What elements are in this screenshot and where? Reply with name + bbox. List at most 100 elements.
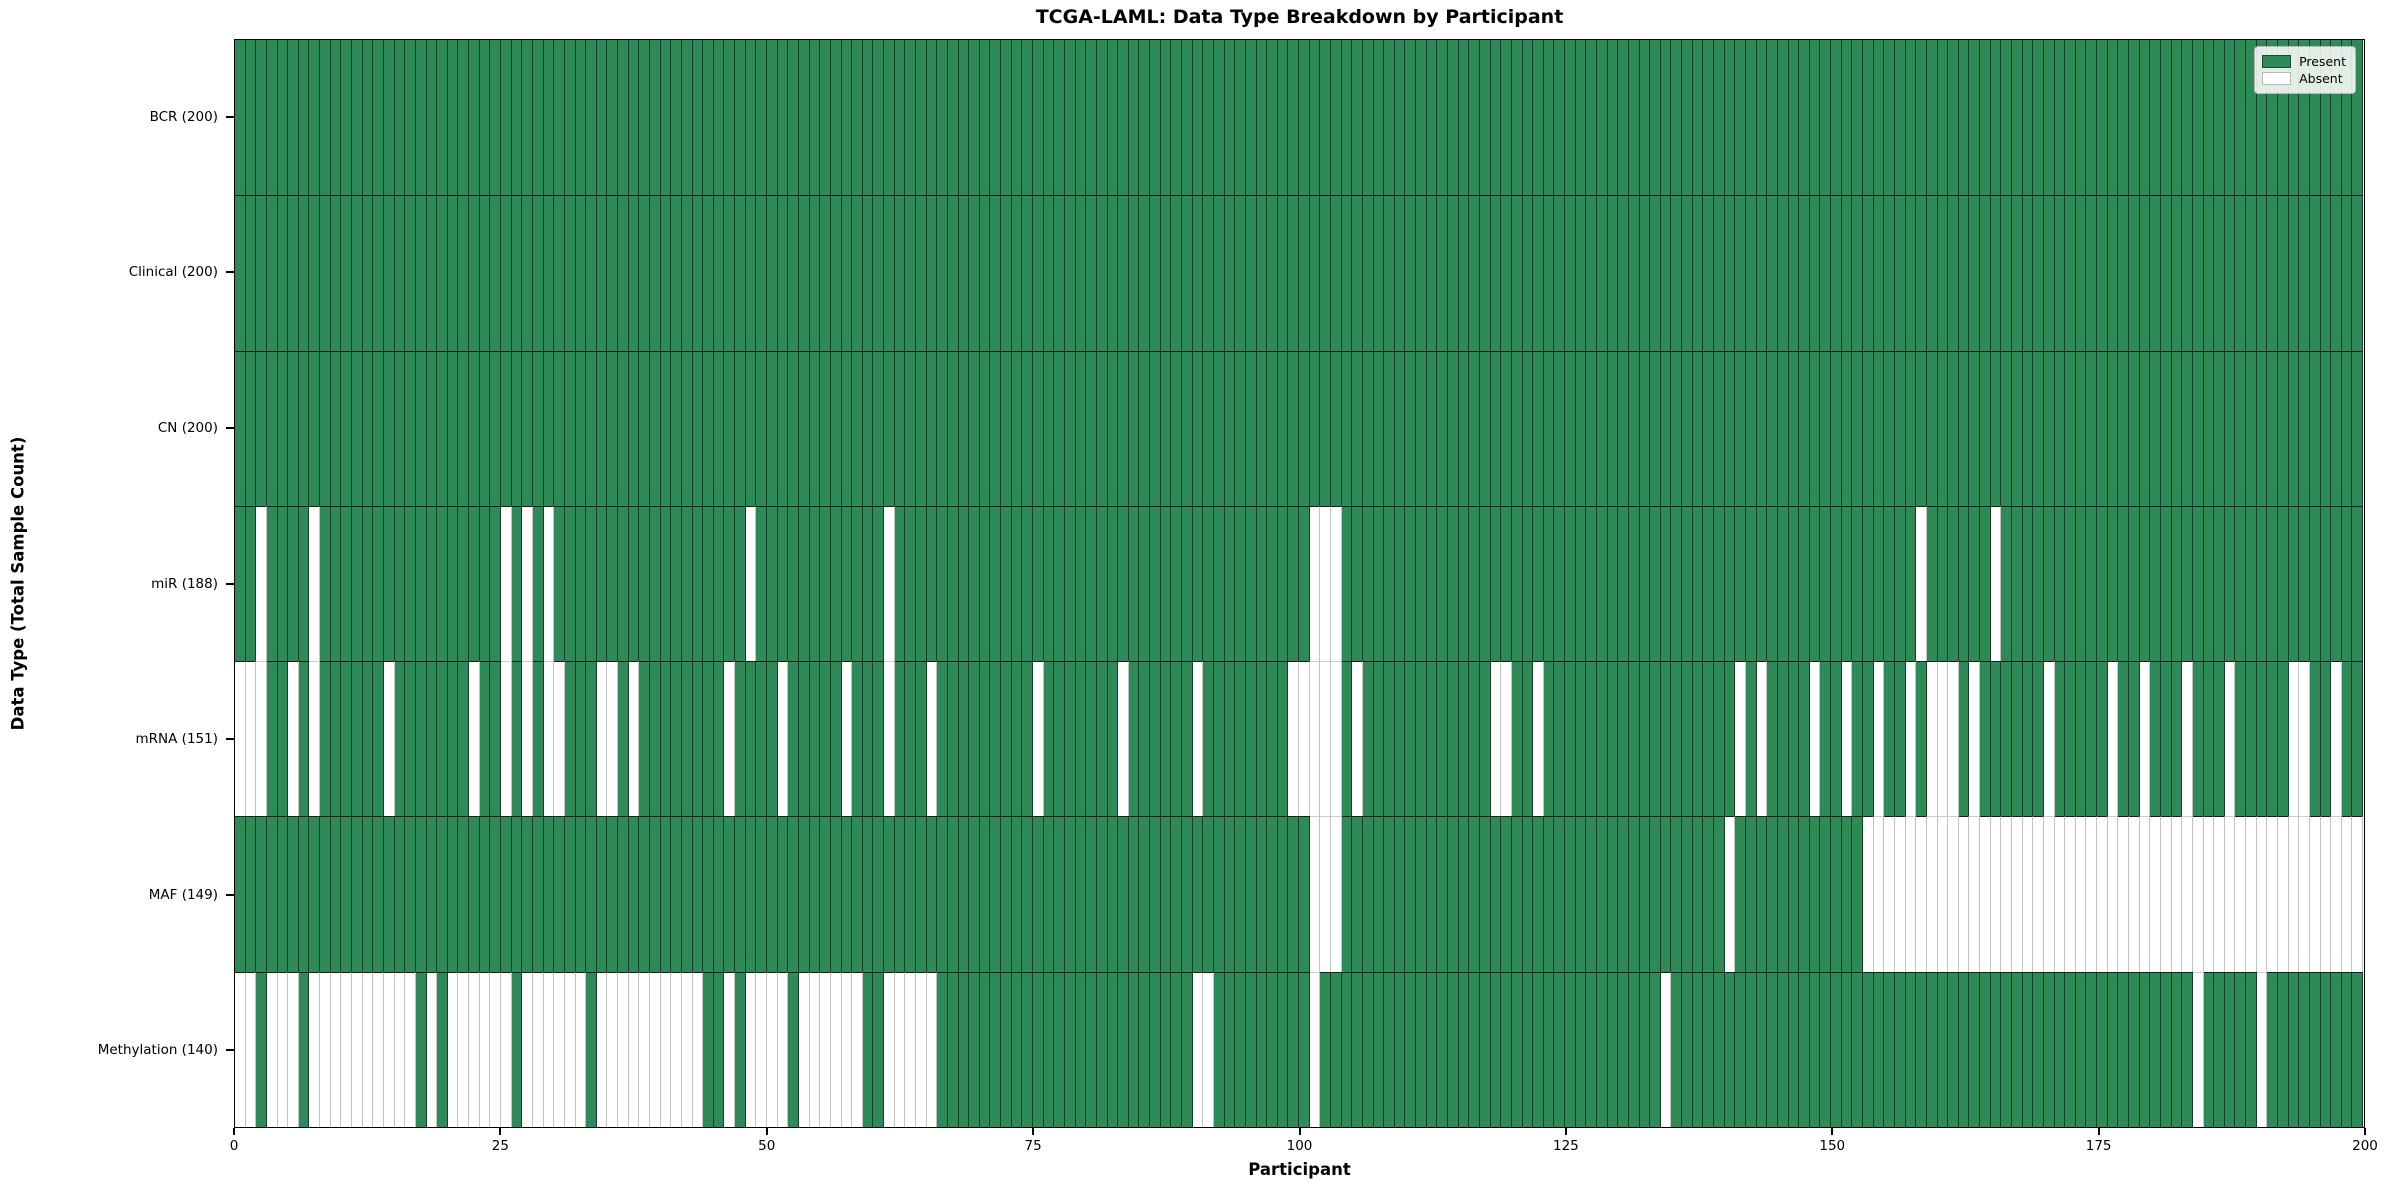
cell-maf-186 xyxy=(2214,816,2225,972)
cell-cn-119 xyxy=(1501,350,1512,506)
cell-mir-194 xyxy=(2299,505,2310,662)
cell-maf-165 xyxy=(1990,816,2002,972)
cell-methylation-79 xyxy=(1075,971,1087,1127)
cell-mir-60 xyxy=(873,505,885,662)
cell-mir-79 xyxy=(1075,505,1087,662)
cell-clinical-51 xyxy=(777,195,789,351)
cell-bcr-192 xyxy=(2278,40,2289,196)
cell-cn-63 xyxy=(905,350,916,506)
cell-mir-160 xyxy=(1937,505,1949,662)
cell-mrna-85 xyxy=(1139,661,1151,817)
cell-bcr-2 xyxy=(256,40,267,196)
cell-clinical-58 xyxy=(852,195,863,351)
cell-mrna-195 xyxy=(2309,661,2321,817)
cell-mir-185 xyxy=(2203,505,2215,662)
cell-cn-52 xyxy=(788,350,799,506)
cell-mir-36 xyxy=(618,505,629,662)
cell-clinical-182 xyxy=(2171,195,2183,351)
cell-maf-187 xyxy=(2224,816,2236,972)
cell-maf-67 xyxy=(947,816,959,972)
cell-methylation-42 xyxy=(681,971,693,1127)
cell-mrna-82 xyxy=(1107,661,1119,817)
cell-bcr-35 xyxy=(607,40,619,196)
cell-mrna-19 xyxy=(437,661,448,817)
cell-clinical-149 xyxy=(1820,195,1832,351)
cell-cn-118 xyxy=(1490,350,1502,506)
y-tick-mark xyxy=(226,271,234,273)
cell-cn-97 xyxy=(1267,350,1278,506)
cell-clinical-144 xyxy=(1767,195,1778,351)
cell-maf-116 xyxy=(1469,816,1480,972)
cell-mrna-117 xyxy=(1479,661,1491,817)
cell-methylation-88 xyxy=(1171,971,1183,1127)
cell-clinical-110 xyxy=(1405,195,1417,351)
cell-clinical-162 xyxy=(1958,195,1970,351)
cell-mir-9 xyxy=(330,505,342,662)
cell-cn-136 xyxy=(1682,350,1693,506)
cell-mrna-140 xyxy=(1724,661,1736,817)
legend-label-present: Present xyxy=(2299,54,2346,69)
cell-cn-175 xyxy=(2097,350,2108,506)
x-tick-mark xyxy=(1032,1128,1035,1135)
cell-methylation-73 xyxy=(1011,971,1023,1127)
cell-cn-50 xyxy=(767,350,778,506)
cell-bcr-183 xyxy=(2182,40,2193,196)
cell-mrna-34 xyxy=(596,661,608,817)
cell-clinical-50 xyxy=(767,195,778,351)
cell-mrna-183 xyxy=(2182,661,2193,817)
cell-maf-75 xyxy=(1033,816,1044,972)
cell-methylation-136 xyxy=(1682,971,1693,1127)
cell-clinical-187 xyxy=(2224,195,2236,351)
cell-mrna-144 xyxy=(1767,661,1778,817)
cell-maf-86 xyxy=(1150,816,1161,972)
cell-maf-31 xyxy=(564,816,576,972)
cell-clinical-117 xyxy=(1479,195,1491,351)
cell-mir-43 xyxy=(692,505,704,662)
cell-mir-198 xyxy=(2341,505,2353,662)
cell-mir-40 xyxy=(660,505,672,662)
cell-maf-134 xyxy=(1660,816,1672,972)
cell-bcr-167 xyxy=(2011,40,2023,196)
cell-mrna-47 xyxy=(735,661,746,817)
cell-bcr-18 xyxy=(426,40,438,196)
cell-methylation-90 xyxy=(1192,971,1204,1127)
cell-bcr-137 xyxy=(1692,40,1704,196)
cell-cn-99 xyxy=(1288,350,1300,506)
cell-mrna-5 xyxy=(288,661,299,817)
cell-cn-151 xyxy=(1841,350,1853,506)
cell-cn-54 xyxy=(809,350,821,506)
cell-maf-35 xyxy=(607,816,619,972)
cell-methylation-146 xyxy=(1788,971,1800,1127)
cell-clinical-81 xyxy=(1096,195,1108,351)
cell-cn-24 xyxy=(490,350,502,506)
cell-clinical-46 xyxy=(724,195,736,351)
cell-clinical-181 xyxy=(2160,195,2172,351)
cell-methylation-147 xyxy=(1799,971,1810,1127)
cell-maf-47 xyxy=(735,816,746,972)
cell-methylation-53 xyxy=(798,971,810,1127)
cell-maf-85 xyxy=(1139,816,1151,972)
cell-methylation-95 xyxy=(1245,971,1257,1127)
cell-clinical-126 xyxy=(1575,195,1587,351)
cell-mir-173 xyxy=(2075,505,2087,662)
cell-cn-55 xyxy=(820,350,831,506)
cell-bcr-24 xyxy=(490,40,502,196)
cell-mrna-97 xyxy=(1267,661,1278,817)
cell-maf-12 xyxy=(362,816,374,972)
cell-clinical-2 xyxy=(256,195,267,351)
cell-cn-16 xyxy=(405,350,416,506)
cell-mrna-148 xyxy=(1809,661,1821,817)
cell-bcr-63 xyxy=(905,40,916,196)
cell-bcr-139 xyxy=(1714,40,1725,196)
cell-mir-73 xyxy=(1011,505,1023,662)
cell-maf-2 xyxy=(256,816,267,972)
cell-mrna-29 xyxy=(543,661,555,817)
cell-cn-140 xyxy=(1724,350,1736,506)
cell-clinical-15 xyxy=(394,195,406,351)
cell-methylation-17 xyxy=(415,971,427,1127)
cell-mir-92 xyxy=(1213,505,1225,662)
cell-mrna-132 xyxy=(1639,661,1651,817)
cell-maf-32 xyxy=(575,816,587,972)
cell-mrna-104 xyxy=(1341,661,1353,817)
cell-mir-12 xyxy=(362,505,374,662)
